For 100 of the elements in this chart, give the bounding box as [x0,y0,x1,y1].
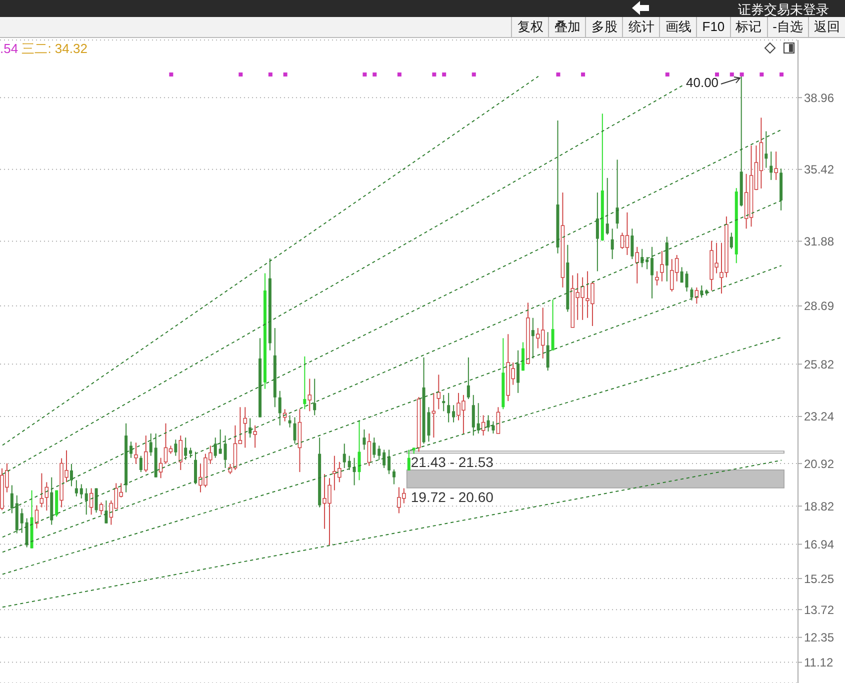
candlestick [25,518,28,548]
candlestick [680,266,684,284]
text: 复权 [511,17,548,37]
candlestick [764,130,768,168]
candlestick [635,246,640,284]
candlestick [362,428,366,450]
candlestick [10,484,14,514]
y-tick-label: 38.96 [804,90,834,105]
candlestick [372,437,376,458]
text: -自选 [766,17,808,37]
text: F10 [696,17,730,37]
y-tick-label: 28.69 [804,299,834,314]
candlestick [178,435,183,471]
annotation: .54 [0,41,18,56]
candlestick [367,433,372,466]
candlestick [248,418,252,438]
candlestick [293,416,296,444]
candlestick [130,441,133,458]
candlestick [70,463,73,487]
candlestick [313,378,316,416]
candlestick [139,455,142,473]
candlestick [149,433,152,456]
band-label: 21.43 - 21.53 [410,454,494,470]
candlestick [342,443,346,468]
y-tick-label: 16.94 [804,538,834,552]
candlestick [466,356,470,400]
candlestick [606,177,609,236]
candlestick [348,455,351,471]
candlestick [660,250,664,282]
candlestick [134,442,138,464]
candlestick [194,451,198,485]
candlestick [144,435,148,473]
band-label: 19.72 - 20.60 [410,488,494,505]
text: 统计 [622,17,660,37]
y-tick-label: 18.82 [804,499,834,514]
candlestick [218,428,222,454]
candlestick [352,457,356,486]
text: 多股 [585,17,622,37]
candlestick [99,502,104,516]
candlestick [610,228,614,260]
candlestick [158,457,163,479]
candlestick [189,447,192,458]
y-tick-label: 12.35 [804,630,834,645]
y-tick-label: 15.25 [804,572,834,586]
candlestick [476,402,480,434]
candlestick [288,414,292,428]
candlestick [685,270,688,292]
text: 画线 [659,17,696,37]
candlestick [452,404,456,423]
candlestick [616,159,619,230]
y-tick-label: 31.88 [804,234,834,248]
y-tick-label: 13.72 [804,602,834,617]
candlestick [40,472,44,508]
candlestick [84,488,88,516]
text: 叠加 [548,17,586,37]
candlestick [551,299,554,351]
candlestick [382,449,386,468]
candlestick [20,508,24,534]
y-tick-label: 20.92 [804,456,834,471]
text: 证券交易未登录 [738,1,829,19]
candlestick [730,232,733,250]
candlestick [174,439,178,456]
candlestick [700,284,704,298]
candlestick [378,445,381,460]
candlestick [531,317,534,359]
candlestick [253,424,257,448]
candlestick [436,374,441,410]
candlestick [646,256,649,270]
candlestick [278,390,282,426]
candlestick [665,236,668,282]
annotation: 三二: 34.32 [22,41,88,56]
candlestick [214,437,217,458]
y-tick-label: 25.82 [804,357,834,372]
candlestick [774,151,778,180]
candlestick [184,437,188,460]
candlestick [447,392,450,423]
candlestick [104,500,108,524]
y-tick-label: 23.24 [804,410,834,424]
candlestick [442,394,446,412]
candlestick [655,270,659,286]
candlestick [388,449,391,475]
candlestick [80,484,83,499]
candlestick [392,468,396,485]
text: 标记 [730,17,767,37]
candlestick [303,356,306,410]
candlestick [516,350,520,394]
text: 返回 [808,17,845,37]
candlestick [690,286,694,301]
candlestick [407,449,410,471]
candlestick [546,332,550,372]
candlestick [770,151,773,180]
candlestick [650,246,654,299]
candlestick [224,435,227,468]
annotation: 40.00 [686,74,719,90]
y-tick-label: 35.42 [804,162,834,177]
candlestick [243,406,248,448]
y-tick-label: 11.12 [804,656,834,670]
candlestick [358,420,361,481]
candlestick [630,228,634,260]
candlestick [596,192,599,272]
